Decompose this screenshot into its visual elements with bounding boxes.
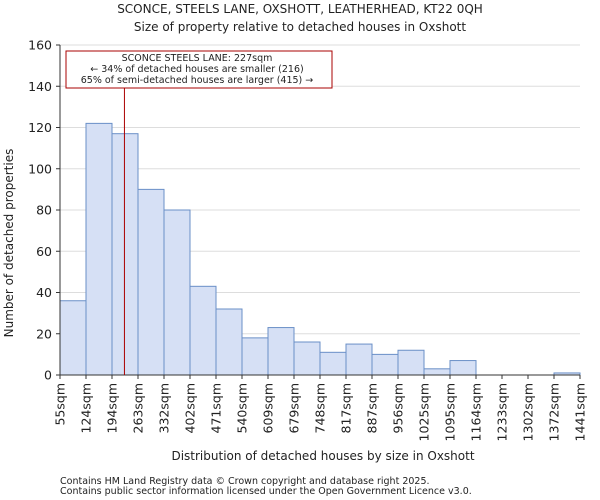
bar-887sqm [371,353,399,376]
bar-956sqm [397,349,425,376]
x-tick-label: 1441sqm [573,383,588,441]
x-tick-label: 402sqm [183,383,198,433]
bar-748sqm [319,351,347,376]
footer-line-1: Contains HM Land Registry data © Crown c… [60,476,430,487]
bar-402sqm [189,285,217,376]
y-axis-label: Number of detached properties [2,149,16,338]
bar-609sqm [267,327,295,376]
x-tick-label: 55sqm [53,383,68,426]
y-tick-label: 0 [44,368,52,383]
x-tick-label: 1233sqm [495,383,510,441]
x-tick-label: 1164sqm [469,383,484,441]
bar-263sqm [137,188,165,376]
x-tick-label: 1302sqm [521,383,536,441]
chart-title: SCONCE, STEELS LANE, OXSHOTT, LEATHERHEA… [117,2,483,16]
bar-540sqm [241,337,269,376]
bars [59,122,581,376]
bar-332sqm [163,209,191,376]
x-tick-label: 609sqm [261,383,276,433]
annotation-border [65,50,333,89]
x-tick-label: 1095sqm [443,383,458,441]
x-tick-label: 1025sqm [417,383,432,441]
bar-817sqm [345,343,373,376]
bar-1025sqm [423,368,451,376]
bar-1095sqm [449,360,477,376]
y-tick-label: 80 [36,203,52,218]
y-tick-label: 20 [36,326,52,341]
x-tick-label: 332sqm [157,383,172,433]
y-tick-label: 160 [28,38,52,53]
bar-55sqm [59,300,87,376]
x-tick-label: 194sqm [105,383,120,433]
bar-124sqm [85,122,113,376]
y-tick-label: 60 [36,244,52,259]
x-tick-label: 263sqm [131,383,146,433]
annotation-line-3: 65% of semi-detached houses are larger (… [81,75,314,86]
bar-471sqm [215,308,243,376]
footer-line-2: Contains public sector information licen… [60,486,472,497]
x-tick-label: 1372sqm [547,383,562,441]
y-tick-label: 40 [36,285,52,300]
x-tick-label: 471sqm [209,383,224,433]
y-tick-label: 140 [28,79,52,94]
annotation-box: SCONCE STEELS LANE: 227sqm ← 34% of deta… [65,50,333,89]
x-tick-label: 748sqm [313,383,328,433]
bar-194sqm [111,133,139,376]
y-ticks: 0 20 40 60 80 100 120 140 160 [28,38,60,383]
annotation-line-1: SCONCE STEELS LANE: 227sqm [122,53,273,64]
x-axis-label: Distribution of detached houses by size … [171,449,474,463]
x-tick-label: 817sqm [339,383,354,433]
x-ticks: 55sqm 124sqm 194sqm 263sqm 332sqm 402sqm 471sq… [53,375,588,441]
y-tick-label: 120 [28,120,52,135]
x-tick-label: 887sqm [365,383,380,433]
chart-subtitle: Size of property relative to detached ho… [134,20,466,34]
bar-679sqm [293,341,321,376]
x-tick-label: 124sqm [79,383,94,433]
annotation-line-2: ← 34% of detached houses are smaller (21… [90,64,303,75]
x-tick-label: 679sqm [287,383,302,433]
x-tick-label: 540sqm [235,383,250,433]
y-tick-label: 100 [28,161,52,176]
x-tick-label: 956sqm [391,383,406,433]
